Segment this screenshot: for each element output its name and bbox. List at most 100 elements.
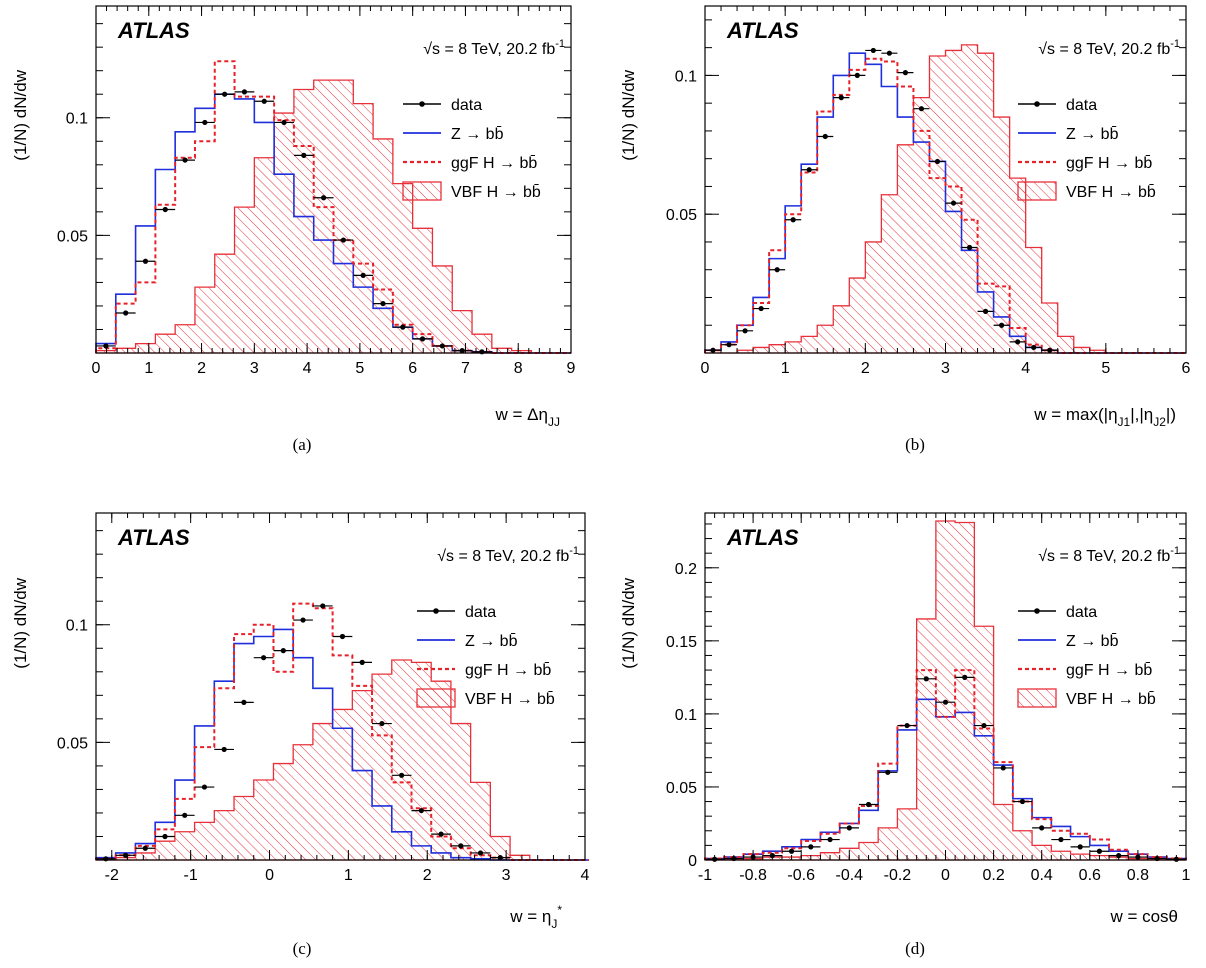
legend-entry-vbf: VBF H → bb̄ xyxy=(1017,181,1156,201)
x-tick-label: 6 xyxy=(408,360,417,377)
x-tick-label: 0 xyxy=(941,867,950,884)
data-point xyxy=(222,91,228,97)
x-tick-label: 9 xyxy=(567,360,576,377)
data-point xyxy=(301,152,307,158)
x-tick-label: -0.2 xyxy=(884,867,912,884)
x-tick-label: 0 xyxy=(701,360,710,377)
data-point xyxy=(438,831,444,837)
panel-caption: (d) xyxy=(905,939,925,958)
x-tick-label: 5 xyxy=(1101,360,1110,377)
legend-entry-ggf: ggF H → bb̄ xyxy=(1018,155,1152,172)
legend-marker-point xyxy=(433,608,439,614)
x-tick-label: 4 xyxy=(1021,360,1030,377)
data-point xyxy=(742,328,748,334)
x-tick-label: -1 xyxy=(184,867,198,884)
data-point xyxy=(339,633,346,640)
y-tick-label: 0.05 xyxy=(57,735,88,752)
data-point xyxy=(870,47,876,54)
data-point xyxy=(459,348,465,354)
y-tick-label: 0.1 xyxy=(66,618,88,635)
x-tick-label: 2 xyxy=(423,867,432,884)
data-point xyxy=(162,833,168,840)
data-point xyxy=(923,676,929,682)
plot-frame xyxy=(95,512,586,861)
data-point xyxy=(1019,798,1026,805)
series-data xyxy=(96,89,492,355)
x-tick-label: 5 xyxy=(355,360,364,377)
data-point xyxy=(822,133,828,140)
y-axis-label: (1/N) dN/dw xyxy=(11,69,30,160)
series-ggf xyxy=(704,669,1187,860)
experiment-label: ATLAS xyxy=(117,18,190,43)
x-tick-label: 4 xyxy=(581,867,590,884)
legend-label: ggF H → bb̄ xyxy=(1066,662,1152,679)
data-point xyxy=(934,158,941,165)
data-point xyxy=(1000,765,1006,771)
data-point xyxy=(103,856,109,862)
legend-label: Z → bb̄ xyxy=(451,126,504,143)
legend-entry-vbf: VBF H → bb̄ xyxy=(402,181,541,201)
x-tick-label: 2 xyxy=(197,360,206,377)
data-point xyxy=(846,825,852,831)
data-point xyxy=(942,699,949,705)
y-axis-label: (1/N) dN/dw xyxy=(619,577,638,668)
data-point xyxy=(886,50,892,56)
data-point xyxy=(400,324,406,330)
experiment-label: ATLAS xyxy=(726,525,799,550)
x-tick-label: 0.8 xyxy=(1127,867,1149,884)
x-tick-label: -0.6 xyxy=(787,867,815,884)
data-point xyxy=(904,722,910,729)
legend-label: ggF H → bb̄ xyxy=(1066,155,1152,172)
x-tick-label: 1 xyxy=(1182,867,1191,884)
data-point xyxy=(1031,344,1037,351)
data-point xyxy=(790,217,796,223)
legend-entry-ggf: ggF H → bb̄ xyxy=(417,662,551,679)
y-tick-label: 0.1 xyxy=(675,68,697,85)
data-point xyxy=(806,167,812,173)
legend-entry-data: data xyxy=(1018,604,1097,621)
legend-entry-data: data xyxy=(417,604,496,621)
data-point xyxy=(379,720,385,727)
legend-entry-vbf: VBF H → bb̄ xyxy=(416,688,555,708)
data-point xyxy=(854,72,860,78)
legend-marker xyxy=(402,181,442,201)
data-point xyxy=(241,699,247,705)
x-axis-label: w = ηJ* xyxy=(509,903,562,931)
data-point xyxy=(479,349,485,355)
legend-label: ggF H → bb̄ xyxy=(465,662,551,679)
data-point xyxy=(418,807,424,814)
legend-label: VBF H → bb̄ xyxy=(451,184,541,201)
x-tick-label: -1 xyxy=(698,867,712,884)
panel-d: -1 -0.8 -0.6 -0.4 -0.2 0 0.2 0.4 0.6 0.8 1 0 0.05 0.1… xyxy=(619,512,1191,958)
data-point xyxy=(340,237,346,243)
legend-label: data xyxy=(465,604,496,621)
energy-label: √s = 8 TeV, 20.2 fb-1 xyxy=(1038,545,1180,565)
y-axis-label: (1/N) dN/dw xyxy=(11,577,30,668)
x-tick-label: 4 xyxy=(303,360,312,377)
legend-marker xyxy=(1017,688,1057,708)
legend-label: data xyxy=(1066,604,1097,621)
data-point xyxy=(221,746,227,753)
legend-label: VBF H → bb̄ xyxy=(1066,184,1156,201)
data-point xyxy=(202,119,208,126)
energy-label: √s = 8 TeV, 20.2 fb-1 xyxy=(423,38,565,58)
panel-caption: (a) xyxy=(293,435,312,454)
data-point xyxy=(261,98,267,104)
data-point xyxy=(320,603,326,609)
panel-caption: (c) xyxy=(293,939,312,958)
data-point xyxy=(280,648,286,654)
x-tick-label: 2 xyxy=(861,360,870,377)
x-tick-label: 6 xyxy=(1182,360,1191,377)
data-point xyxy=(241,89,248,95)
x-axis-label: w = max(|ηJ1|,|ηJ2|) xyxy=(1033,405,1176,429)
data-point xyxy=(827,836,833,843)
data-point xyxy=(838,95,844,101)
legend-label: VBF H → bb̄ xyxy=(1066,691,1156,708)
data-point xyxy=(182,157,188,163)
legend-entry-vbf: VBF H → bb̄ xyxy=(1017,688,1156,708)
series-data xyxy=(705,47,1058,353)
energy-label: √s = 8 TeV, 20.2 fb-1 xyxy=(437,545,579,565)
experiment-label: ATLAS xyxy=(726,18,799,43)
x-tick-label: 0.4 xyxy=(1031,867,1053,884)
data-point xyxy=(788,848,795,854)
